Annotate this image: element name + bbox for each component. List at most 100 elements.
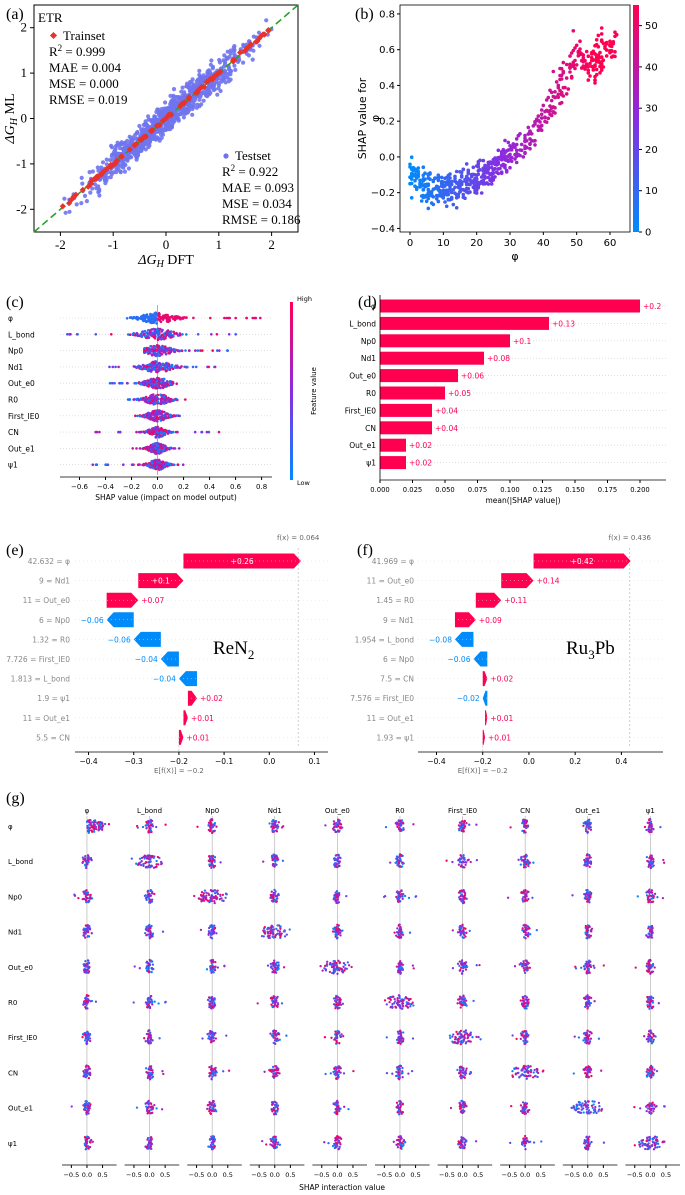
c-point — [165, 364, 168, 368]
g-point — [85, 1000, 88, 1003]
test-point — [223, 80, 228, 85]
c-point — [150, 353, 154, 357]
c-point — [154, 312, 157, 316]
b-point — [599, 38, 604, 42]
c-point — [147, 383, 150, 386]
b-cbar-tick-label: 30 — [645, 104, 658, 115]
test-point — [222, 53, 227, 58]
c-point — [104, 463, 107, 467]
b-point — [526, 125, 531, 130]
g-point — [85, 1074, 89, 1078]
g-point — [225, 893, 228, 896]
g-point — [84, 895, 88, 898]
c-point — [145, 347, 148, 351]
g-point — [212, 1071, 215, 1074]
b-point — [539, 112, 544, 117]
waterfall-xtick-label: −0.2 — [170, 757, 188, 766]
b-point — [556, 83, 561, 88]
d-bar — [380, 386, 445, 400]
g-point — [207, 1037, 210, 1040]
b-point — [481, 174, 486, 178]
g-point — [95, 827, 98, 831]
g-point — [160, 862, 163, 866]
c-point — [172, 398, 176, 402]
c-point — [155, 433, 159, 436]
g-point — [144, 1067, 148, 1070]
waterfall-base-label: E[f(X)] = −0.2 — [154, 767, 204, 775]
b-point — [613, 34, 617, 39]
b-point — [474, 176, 479, 181]
b-point — [421, 173, 426, 178]
c-point — [259, 316, 262, 320]
b-point — [441, 196, 446, 200]
b-point — [434, 196, 439, 201]
g-point — [210, 899, 214, 903]
b-point — [598, 55, 602, 60]
test-point — [67, 209, 72, 214]
c-point — [138, 447, 142, 450]
g-point — [209, 1144, 213, 1147]
test-point — [109, 154, 114, 159]
b-point — [499, 171, 504, 176]
c-point — [155, 459, 158, 462]
b-point — [608, 43, 612, 48]
g-point — [145, 826, 148, 829]
c-point — [227, 333, 231, 336]
c-point — [176, 398, 179, 402]
b-point — [598, 71, 602, 75]
b-point — [446, 197, 451, 202]
test-point — [216, 83, 221, 88]
a-ytick-label: 2 — [21, 20, 28, 35]
c-point — [211, 349, 214, 352]
g-point — [145, 961, 148, 964]
test-point — [116, 151, 121, 156]
b-point — [543, 115, 547, 119]
g-point — [196, 825, 199, 828]
c-point — [165, 320, 169, 323]
test-point — [222, 68, 228, 74]
g-point — [227, 1069, 231, 1072]
g-point — [213, 860, 216, 863]
c-point — [143, 332, 146, 336]
c-point — [160, 435, 164, 438]
g-point — [87, 859, 90, 862]
b-point — [549, 90, 554, 95]
b-point — [443, 200, 447, 204]
g-point — [87, 1136, 91, 1140]
d-xtick-label: 0.025 — [403, 486, 422, 494]
test-point — [137, 123, 142, 129]
waterfall-xtick-label: 0.4 — [615, 757, 627, 766]
c-xtick-label: 0.0 — [152, 483, 163, 491]
train-metric-1: MAE = 0.004 — [49, 60, 121, 75]
c-point — [108, 365, 111, 369]
g-point — [97, 820, 100, 824]
b-point — [594, 67, 599, 72]
g-point — [84, 1100, 87, 1103]
test-point — [96, 168, 101, 173]
g-point — [206, 1107, 209, 1111]
b-point — [454, 180, 459, 185]
g-point — [144, 861, 147, 865]
test-point — [226, 67, 231, 72]
c-point — [143, 349, 146, 352]
d-value-label: +0.05 — [448, 389, 471, 398]
c-point — [174, 430, 178, 434]
g-point — [148, 1040, 151, 1043]
c-point — [207, 430, 211, 434]
b-ytick-label: 0.4 — [379, 81, 395, 92]
c-point — [137, 398, 141, 402]
c-point — [152, 411, 156, 415]
g-point — [193, 894, 196, 898]
g-point — [211, 824, 215, 827]
test-point — [177, 96, 182, 101]
g-point — [213, 968, 217, 972]
d-xtick-label: 0.100 — [500, 486, 519, 494]
b-point — [508, 165, 512, 170]
c-point — [162, 395, 166, 399]
b-point — [599, 62, 604, 67]
c-point — [164, 332, 168, 336]
c-point — [155, 322, 158, 325]
b-point — [574, 63, 579, 67]
test-point — [63, 210, 68, 215]
g-point — [84, 1065, 88, 1068]
